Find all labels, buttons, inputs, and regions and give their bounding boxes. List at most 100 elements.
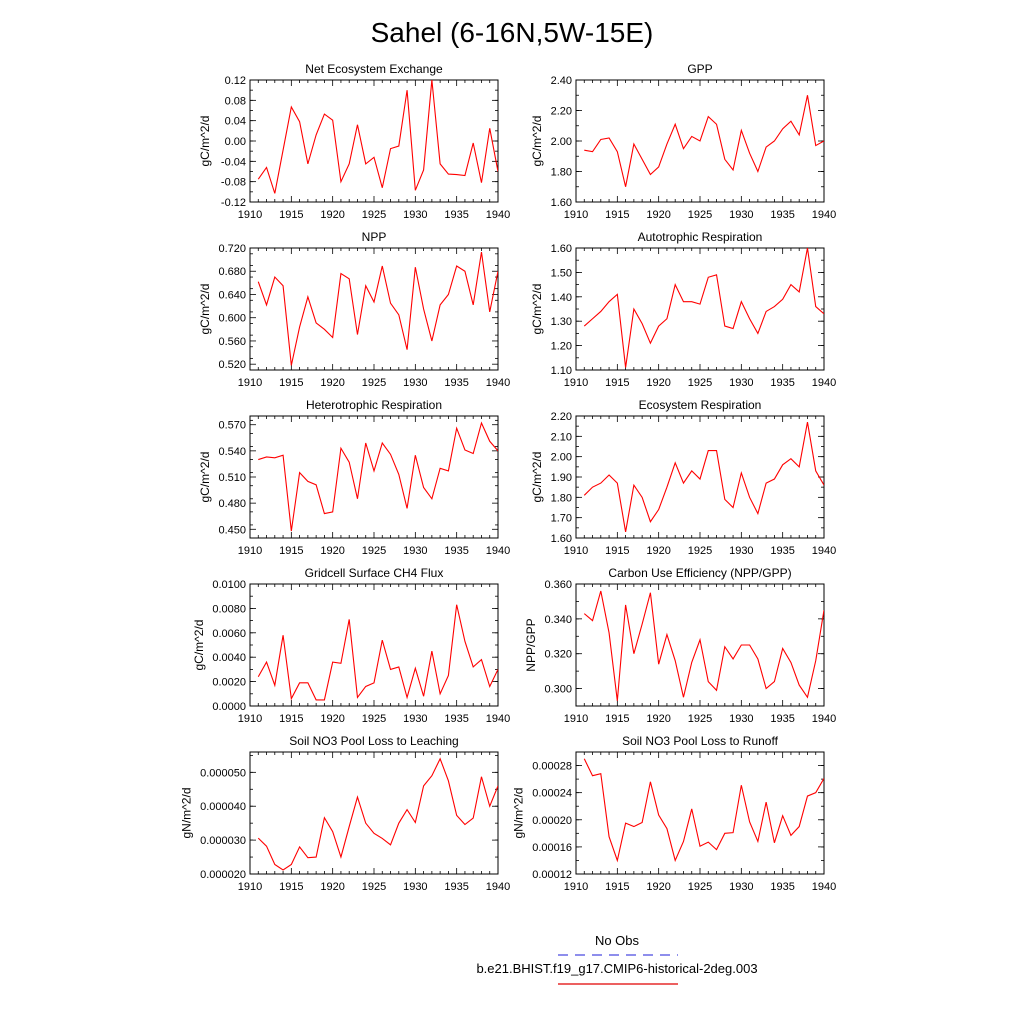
y-tick-label: 0.00016 [532,842,572,854]
y-tick-label: 0.570 [218,420,246,432]
panel-title: Gridcell Surface CH4 Flux [305,566,444,580]
y-tick-label: 1.10 [551,365,572,377]
panel-carbon-use-efficiency-npp-gpp: Carbon Use Efficiency (NPP/GPP) 1910 1915 1… [524,566,836,725]
series-line-heterotrophic-respiration [258,421,498,532]
y-tick-label: 2.10 [551,431,572,443]
panel-net-ecosystem-exchange: Net Ecosystem Exchange 1910 1915 1920 1925 19… [198,62,510,221]
x-tick-label: 1910 [564,209,588,221]
series-line-soil-no3-pool-loss-to-runoff [583,758,824,863]
y-tick-label: 0.00028 [532,761,572,773]
y-axis-label: gC/m^2/d [530,284,544,335]
y-axis-label: gN/m^2/d [179,788,193,839]
x-tick-label: 1925 [362,209,386,221]
plot-frame [249,79,499,203]
x-tick-label: 1920 [646,713,670,725]
plot-frame [249,583,499,707]
y-tick-label: 1.40 [551,292,572,304]
figure-title: Sahel (6-16N,5W-15E) [371,17,654,48]
x-tick-label: 1915 [279,881,303,893]
x-tick-label: 1930 [729,713,753,725]
y-tick-label: 0.340 [544,614,572,626]
x-tick-label: 1910 [564,545,588,557]
y-tick-label: 0.000040 [200,801,246,813]
legend-label-model-run: b.e21.BHIST.f19_g17.CMIP6-historical-2de… [476,961,757,976]
y-tick-label: 0.510 [218,472,246,484]
y-tick-label: 0.600 [218,313,246,325]
x-tick-label: 1920 [646,881,670,893]
y-axis-label: gC/m^2/d [198,452,212,503]
panel-gpp: GPP 1910 1915 1920 1925 1930 1935 1940 1.60 1.80 2… [530,62,836,221]
y-tick-label: 0.0080 [212,603,246,615]
x-tick-label: 1925 [688,713,712,725]
plot-frame [575,583,825,707]
panel-title: Autotrophic Respiration [638,230,763,244]
y-tick-label: 1.70 [551,513,572,525]
x-tick-label: 1915 [605,881,629,893]
x-tick-label: 1925 [688,377,712,389]
y-axis-label: gC/m^2/d [198,284,212,335]
x-tick-label: 1925 [362,881,386,893]
y-tick-label: 2.20 [551,106,572,118]
y-axis-label: gC/m^2/d [530,452,544,503]
x-tick-label: 1940 [486,209,510,221]
y-axis-label: gC/m^2/d [198,116,212,167]
panel-heterotrophic-respiration: Heterotrophic Respiration 1910 1915 1920 192… [198,398,510,557]
panel-title: NPP [362,230,387,244]
y-tick-label: 0.08 [225,95,246,107]
x-tick-label: 1930 [729,545,753,557]
panel-title: Soil NO3 Pool Loss to Leaching [289,734,458,748]
x-tick-label: 1925 [688,881,712,893]
y-tick-label: 0.320 [544,649,572,661]
x-tick-label: 1910 [238,713,262,725]
x-tick-label: 1935 [444,881,468,893]
series-line-ecosystem-respiration [583,422,824,532]
y-tick-label: 0.000050 [200,767,246,779]
y-tick-label: 1.50 [551,267,572,279]
x-tick-label: 1925 [362,377,386,389]
x-tick-label: 1930 [729,377,753,389]
y-tick-label: 0.450 [218,524,246,536]
y-tick-label: 1.80 [551,167,572,179]
y-tick-label: 0.00 [225,136,246,148]
x-tick-label: 1920 [320,713,344,725]
y-tick-label: 1.90 [551,472,572,484]
x-tick-label: 1915 [605,545,629,557]
y-tick-label: 0.00024 [532,788,572,800]
panel-autotrophic-respiration: Autotrophic Respiration 1910 1915 1920 1925 1… [530,230,836,389]
x-tick-label: 1920 [646,545,670,557]
panel-title: Soil NO3 Pool Loss to Runoff [622,734,779,748]
x-tick-label: 1935 [770,209,794,221]
x-tick-label: 1920 [646,377,670,389]
x-tick-label: 1910 [238,377,262,389]
x-tick-label: 1940 [486,377,510,389]
x-tick-label: 1915 [279,545,303,557]
y-axis-label: NPP/GPP [524,618,538,671]
x-tick-label: 1940 [812,377,836,389]
y-tick-label: -0.12 [221,197,246,209]
x-tick-label: 1920 [320,881,344,893]
y-axis-label: gN/m^2/d [512,788,526,839]
x-tick-label: 1935 [770,545,794,557]
panel-soil-no3-pool-loss-to-runoff: Soil NO3 Pool Loss to Runoff 1910 1915 1920… [512,734,837,893]
y-tick-label: 2.00 [551,136,572,148]
x-tick-label: 1915 [279,377,303,389]
y-tick-label: 0.00012 [532,869,572,881]
x-tick-label: 1940 [486,545,510,557]
y-tick-label: 0.0020 [212,677,246,689]
y-tick-label: 0.0060 [212,628,246,640]
y-tick-label: 1.30 [551,316,572,328]
x-tick-label: 1915 [279,713,303,725]
panel-title: GPP [687,62,712,76]
y-tick-label: 0.640 [218,289,246,301]
y-tick-label: 0.00020 [532,815,572,827]
y-tick-label: 0.0000 [212,701,246,713]
y-tick-label: 0.720 [218,243,246,255]
x-tick-label: 1935 [444,545,468,557]
y-axis-label: gC/m^2/d [192,620,206,671]
y-tick-label: 0.0040 [212,652,246,664]
y-tick-label: 0.000030 [200,835,246,847]
x-tick-label: 1910 [238,209,262,221]
x-tick-label: 1920 [320,377,344,389]
x-tick-label: 1910 [564,377,588,389]
x-tick-label: 1935 [770,881,794,893]
